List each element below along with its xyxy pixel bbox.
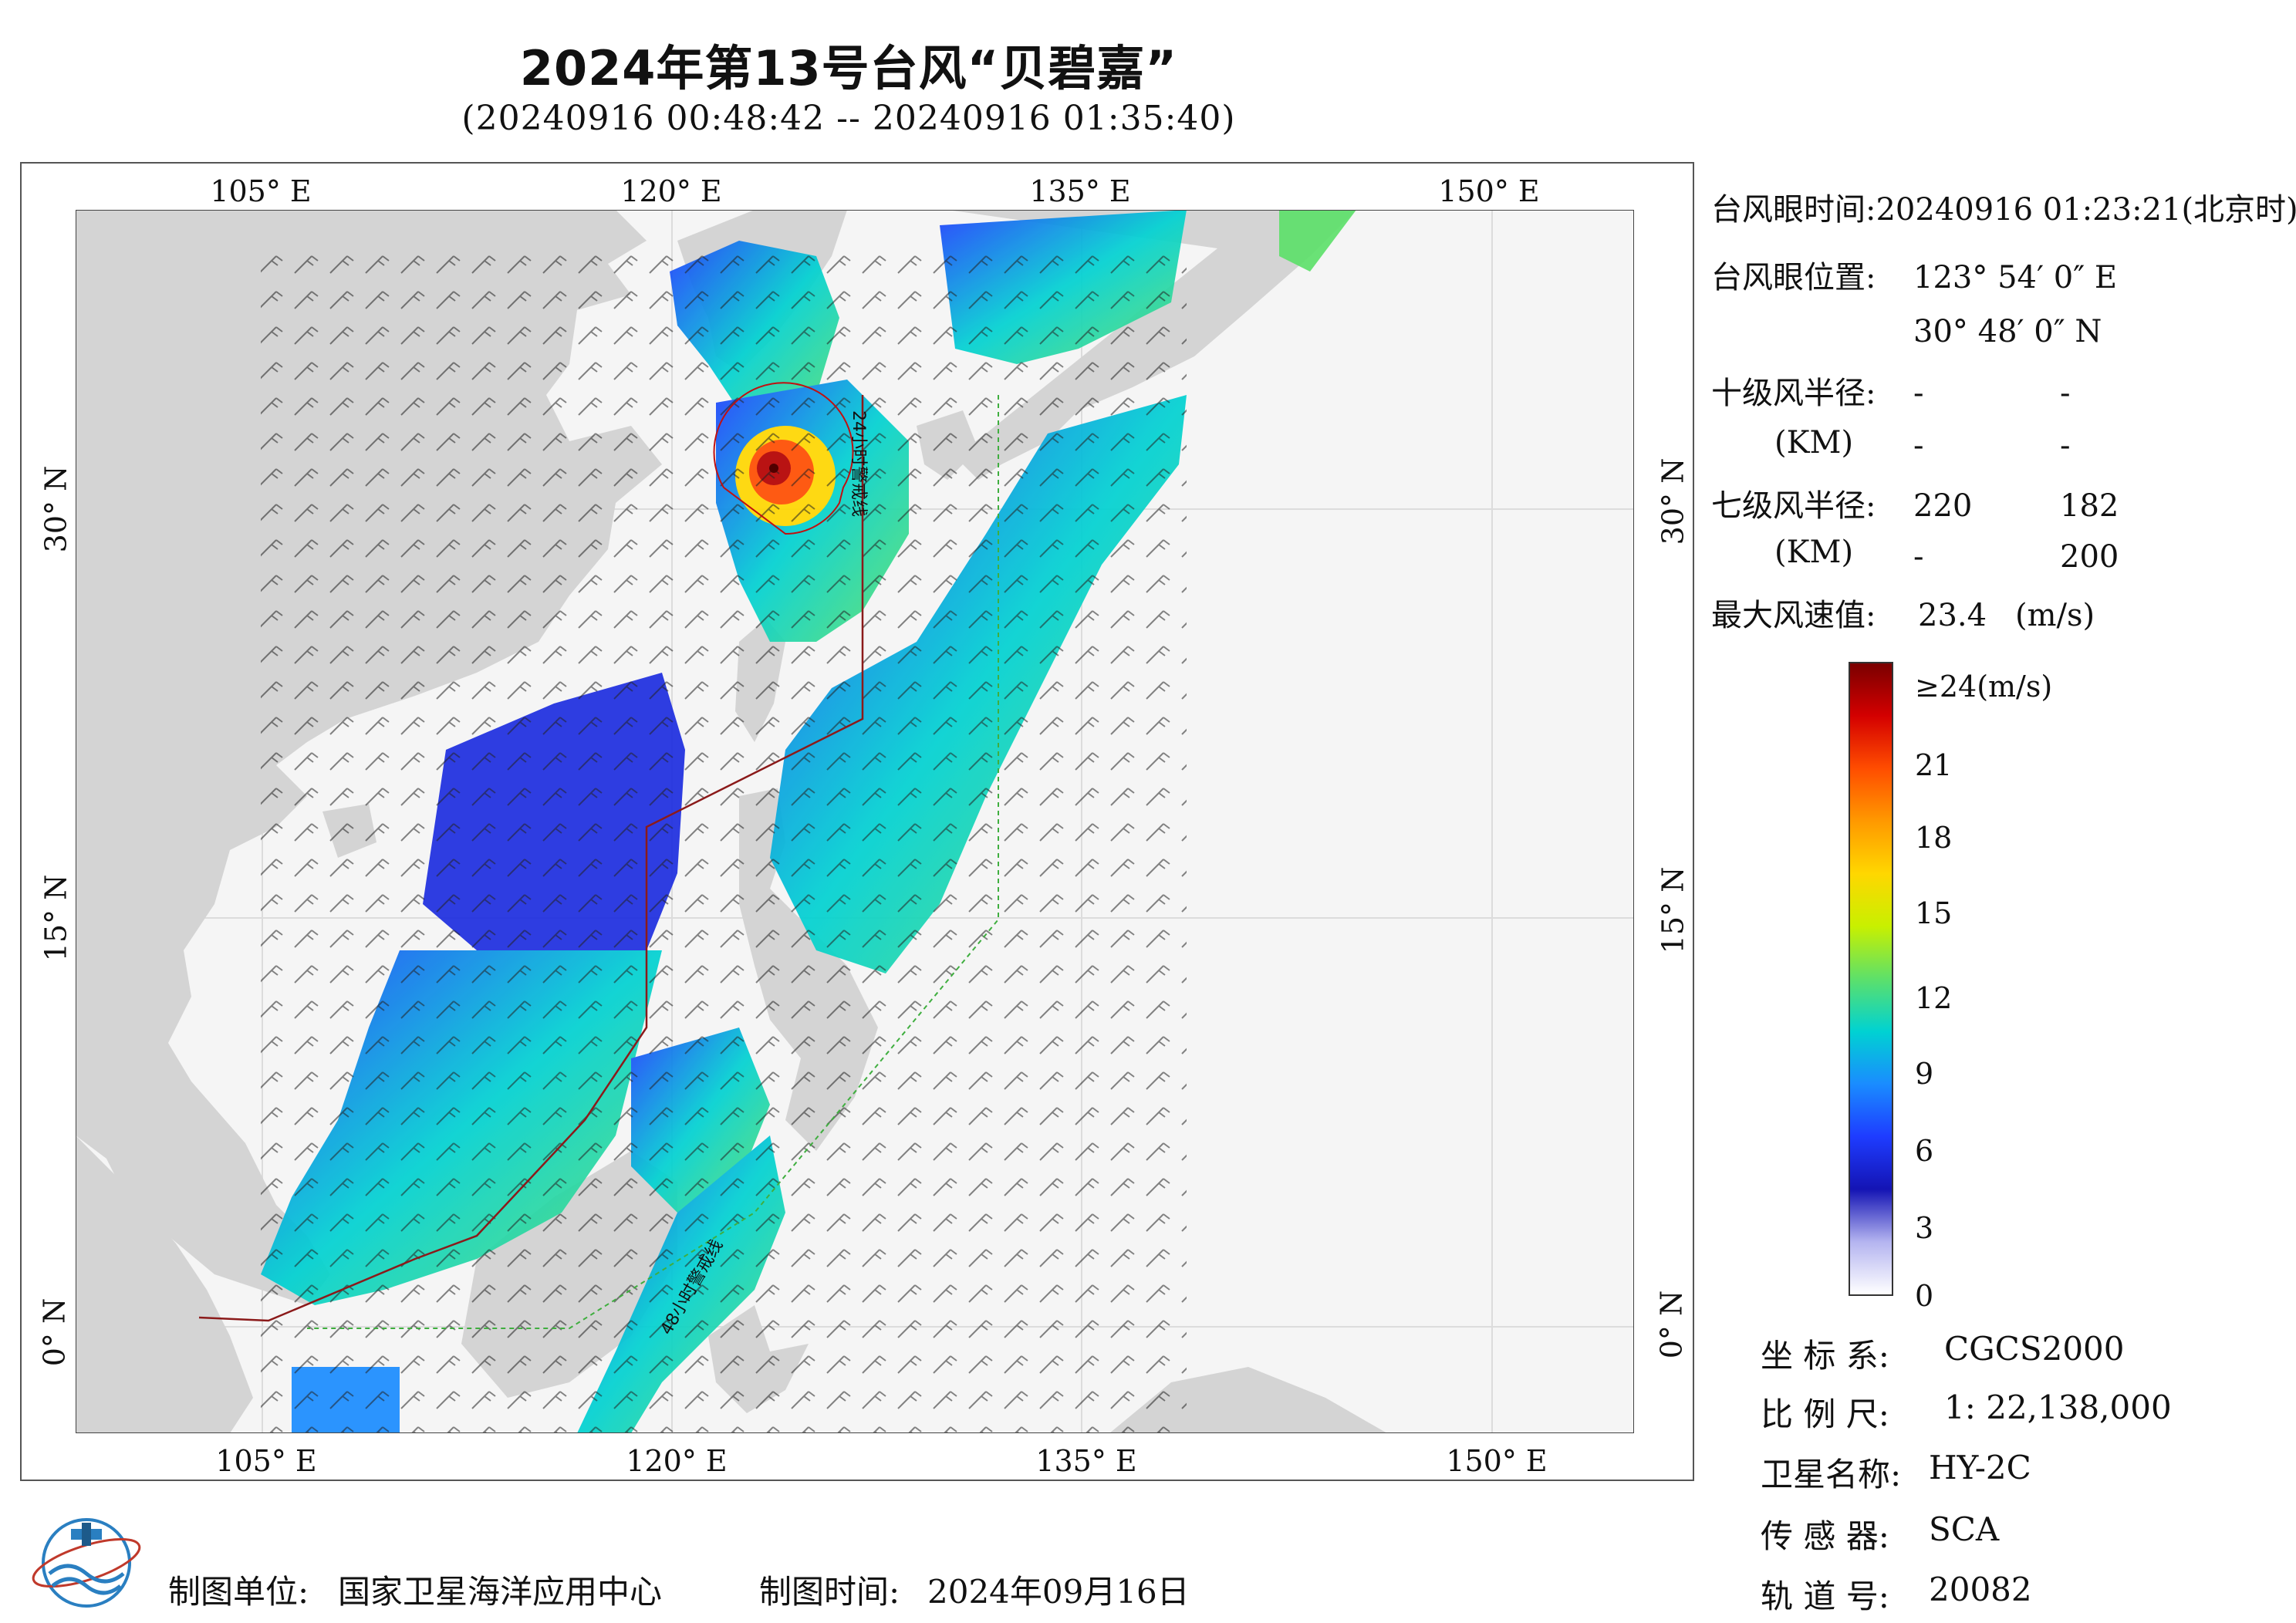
map-title: 2024年第13号台风“贝碧嘉” bbox=[519, 40, 1178, 96]
r10-value-3: - bbox=[1913, 428, 1924, 464]
production-date-label: 制图时间: bbox=[759, 1573, 900, 1611]
colorbar bbox=[1849, 662, 1893, 1296]
satellite-label: 卫星名称: bbox=[1761, 1456, 1902, 1493]
scale-value: 1: 22,138,000 bbox=[1944, 1388, 2172, 1426]
lon-label-150-top: 150° E bbox=[1438, 174, 1540, 208]
r7-value-4: 200 bbox=[2060, 539, 2119, 575]
colorbar-label-24: ≥24(m/s) bbox=[1915, 670, 2053, 704]
colorbar-label-12: 12 bbox=[1915, 981, 1953, 1015]
coord-label: 坐 标 系: bbox=[1761, 1337, 1889, 1375]
r10-unit: (KM) bbox=[1774, 425, 1854, 461]
wind-swaths bbox=[261, 210, 1356, 1433]
lat-label-30-right: 30° N bbox=[1656, 457, 1690, 545]
maxwind-value: 23.4 bbox=[1918, 598, 1987, 633]
orbit-value: 20082 bbox=[1929, 1571, 2032, 1608]
lat-label-0-right: 0° N bbox=[1654, 1290, 1689, 1359]
colorbar-label-18: 18 bbox=[1915, 821, 1953, 855]
producer-value: 国家卫星海洋应用中心 bbox=[338, 1573, 663, 1611]
colorbar-label-0: 0 bbox=[1915, 1279, 1934, 1313]
orbit-label: 轨 道 号: bbox=[1761, 1577, 1889, 1615]
eye-time-row: 台风眼时间:20240916 01:23:21(北京时) bbox=[1711, 194, 2296, 225]
lon-label-105-bottom: 105° E bbox=[215, 1444, 317, 1478]
production-date-value: 2024年09月16日 bbox=[927, 1573, 1190, 1611]
r7-unit: (KM) bbox=[1774, 535, 1854, 570]
producer-label: 制图单位: bbox=[168, 1573, 309, 1611]
warning-label-24h: 24小时警戒线 bbox=[849, 410, 868, 517]
coord-value: CGCS2000 bbox=[1944, 1330, 2125, 1368]
observation-time-range: (20240916 00:48:42 -- 20240916 01:35:40) bbox=[461, 99, 1236, 138]
lon-label-105-top: 105° E bbox=[210, 174, 312, 208]
r10-label: 十级风半径: bbox=[1711, 376, 1876, 411]
maxwind-label: 最大风速值: bbox=[1711, 598, 1876, 633]
r7-value-3: - bbox=[1913, 539, 1924, 575]
wind-barbs bbox=[261, 241, 1187, 1433]
lat-label-0-left: 0° N bbox=[37, 1297, 72, 1367]
typhoon-eye-marker bbox=[769, 464, 778, 473]
warning-line-48h bbox=[307, 395, 999, 1329]
eye-time-label: 台风眼时间: bbox=[1711, 192, 1876, 228]
wind-field-map: 24小时警戒线 48小时警戒线 bbox=[76, 210, 1634, 1433]
maxwind-unit: (m/s) bbox=[2015, 598, 2095, 633]
colorbar-label-6: 6 bbox=[1915, 1134, 1934, 1168]
r7-value-2: 182 bbox=[2060, 488, 2119, 524]
r10-value-4: - bbox=[2060, 428, 2071, 464]
colorbar-label-3: 3 bbox=[1915, 1211, 1934, 1245]
eye-lat-value: 30° 48′ 0″ N bbox=[1913, 314, 2102, 349]
r7-value-1: 220 bbox=[1913, 488, 1973, 524]
swath-hokkaido bbox=[1279, 210, 1356, 272]
lon-label-120-bottom: 120° E bbox=[626, 1444, 728, 1478]
lon-label-120-top: 120° E bbox=[620, 174, 722, 208]
sensor-label: 传 感 器: bbox=[1761, 1517, 1889, 1555]
sensor-value: SCA bbox=[1929, 1510, 2000, 1548]
r7-label: 七级风半径: bbox=[1711, 488, 1876, 524]
colorbar-label-9: 9 bbox=[1915, 1057, 1934, 1091]
lat-label-30-left: 30° N bbox=[39, 465, 73, 553]
lat-label-15-right: 15° N bbox=[1656, 866, 1690, 954]
r10-value-1: - bbox=[1913, 376, 1924, 411]
colorbar-label-21: 21 bbox=[1915, 748, 1953, 782]
lat-label-15-left: 15° N bbox=[39, 874, 73, 962]
lon-label-150-bottom: 150° E bbox=[1446, 1444, 1548, 1478]
colorbar-label-15: 15 bbox=[1915, 896, 1953, 930]
eye-pos-label: 台风眼位置: bbox=[1711, 260, 1876, 295]
scale-label: 比 例 尺: bbox=[1761, 1395, 1889, 1433]
lon-label-135-top: 135° E bbox=[1029, 174, 1131, 208]
warning-line-24h bbox=[198, 395, 864, 1322]
r10-value-2: - bbox=[2060, 376, 2071, 411]
eye-time-value: 20240916 01:23:21(北京时) bbox=[1876, 192, 2296, 228]
nsoas-logo bbox=[32, 1518, 141, 1608]
land-indochina bbox=[76, 1135, 253, 1433]
wind-radius-7 bbox=[713, 382, 854, 535]
satellite-value: HY-2C bbox=[1929, 1449, 2031, 1486]
eye-lon-value: 123° 54′ 0″ E bbox=[1913, 260, 2118, 295]
lon-label-135-bottom: 135° E bbox=[1035, 1444, 1137, 1478]
